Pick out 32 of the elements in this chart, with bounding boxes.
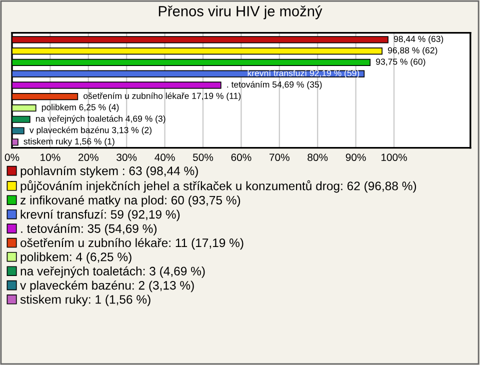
x-tick-label: 90%: [346, 154, 366, 162]
legend-label: na veřejných toaletách: 3 (4,69 %): [20, 266, 205, 278]
data-label: stiskem ruky 1,56 % (1): [24, 138, 114, 146]
legend-label: . tetováním: 35 (54,69 %): [21, 224, 157, 236]
legend-label: z infikované matky na plod: 60 (93,75 %): [20, 195, 240, 207]
legend-label: ošetřením u zubního lékaře: 11 (17,19 %): [20, 238, 244, 250]
data-label: polibkem 6,25 % (4): [42, 104, 119, 112]
legend-label: pohlavním stykem : 63 (98,44 %): [20, 166, 198, 178]
data-label: ošetřením u zubního lékaře 17,19 % (11): [84, 92, 241, 101]
data-label: na veřejných toaletách 4,69 % (3): [36, 115, 166, 124]
x-tick-label: 0%: [4, 154, 20, 162]
data-label: 98,44 % (63): [394, 36, 444, 44]
legend-label: v plaveckém bazénu: 2 (3,13 %): [20, 280, 194, 292]
legend-label: půjčováním injekčních jehel a stříkaček u konzumentů drog: 62 (96,88 %): [20, 180, 416, 193]
x-tick-label: 10%: [40, 154, 60, 162]
data-label: krevní transfuzí 92,19 % (59): [248, 70, 360, 78]
data-label: . tetováním 54,69 % (35): [227, 81, 322, 90]
x-tick-label: 30%: [116, 154, 137, 162]
legend-label: stiskem ruky: 1 (1,56 %): [20, 294, 150, 306]
data-label: 96,88 % (62): [388, 46, 438, 56]
x-tick-label: 20%: [78, 154, 98, 162]
chart-title: Přenos viru HIV je možný: [158, 5, 322, 20]
data-label: 93,75 % (60): [376, 58, 426, 67]
x-tick-label: 70%: [270, 154, 290, 162]
x-tick-label: 100%: [381, 154, 407, 162]
legend-label: krevní transfuzí: 59 (92,19 %): [20, 210, 180, 222]
legend-label: polibkem: 4 (6,25 %): [20, 252, 132, 264]
x-tick-label: 60%: [231, 154, 252, 162]
x-tick-label: 50%: [192, 154, 214, 162]
data-label: v plaveckém bazénu 3,13 % (2): [29, 126, 152, 135]
x-tick-label: 40%: [154, 154, 175, 162]
x-tick-label: 80%: [308, 154, 328, 162]
